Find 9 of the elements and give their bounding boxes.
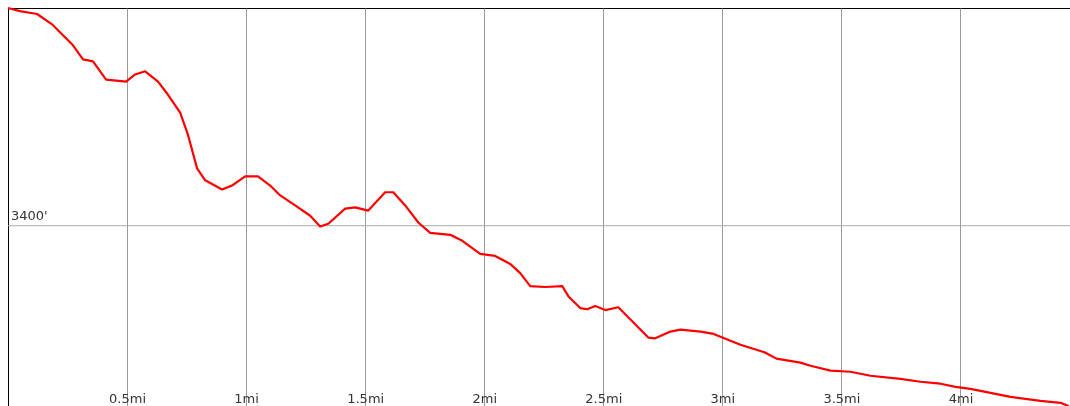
x-tick-label: 2.5mi — [585, 390, 623, 406]
x-tick-label: 0.5mi — [109, 390, 147, 406]
x-tick-label: 1.5mi — [347, 390, 385, 406]
x-tick-label: 1mi — [234, 390, 259, 406]
x-tick-label: 3.5mi — [823, 390, 861, 406]
x-tick-label: 3mi — [710, 390, 736, 406]
x-tick-label: 2mi — [472, 390, 498, 406]
x-tick-label: 4mi — [948, 390, 974, 406]
annotation: 3400' — [11, 207, 48, 223]
